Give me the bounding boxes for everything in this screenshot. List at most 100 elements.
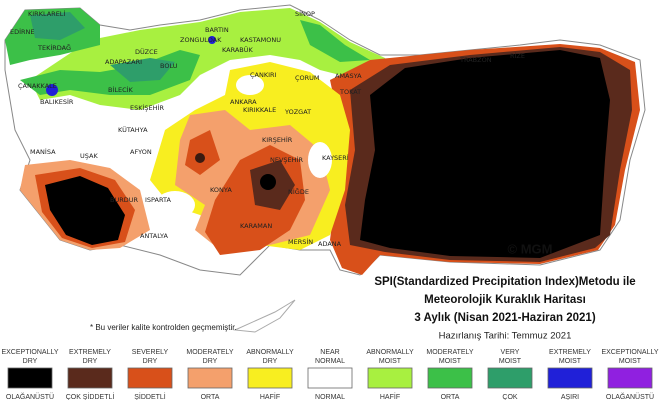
legend-swatch: [547, 367, 593, 389]
city-label: TRABZON: [459, 56, 492, 64]
legend-swatch: [7, 367, 53, 389]
legend-label: EXTREMELY: [69, 349, 111, 356]
city-label: KARABÜK: [222, 45, 254, 54]
city-label: BARTIN: [205, 26, 229, 34]
city-label: AFYON: [130, 148, 152, 156]
city-label: AMASYA: [335, 72, 362, 80]
city-label: DÜZCE: [135, 47, 158, 56]
city-label: ÇORUM: [295, 74, 320, 82]
city-label: ESKİŞEHİR: [130, 103, 164, 112]
legend-swatch: [307, 367, 353, 389]
region-normal: [155, 191, 195, 219]
legend-label: MODERATELY: [426, 349, 474, 356]
city-label: ISPARTA: [145, 196, 172, 204]
legend-label: VERY: [501, 349, 520, 356]
prepared-date: Hazırlanış Tarihi: Temmuz 2021: [439, 331, 572, 342]
city-label: KÜTAHYA: [118, 125, 148, 134]
city-label: MERSİN: [288, 237, 313, 246]
title-line: 3 Aylık (Nisan 2021-Haziran 2021): [414, 312, 595, 324]
legend-label: EXTREMELY: [549, 349, 591, 356]
legend-label: DRY: [143, 358, 158, 365]
region-very-moist: [30, 12, 175, 82]
legend-label: DRY: [83, 358, 98, 365]
title-line: Meteorolojik Kuraklık Haritası: [424, 294, 586, 306]
city-label: MANİSA: [30, 147, 56, 156]
legend-label: ŞİDDETLİ: [134, 392, 166, 400]
city-label: KIRŞEHİR: [262, 135, 293, 144]
region-normal: [236, 75, 264, 95]
city-label: ÇANKIRI: [250, 71, 277, 79]
legend-swatch: [367, 367, 413, 389]
city-label: NİĞDE: [288, 187, 309, 196]
city-label: ADANA: [318, 240, 342, 248]
city-label: KARAMAN: [240, 222, 272, 230]
city-label: RİZE: [510, 51, 525, 60]
legend-label: MOIST: [499, 358, 522, 365]
city-label: TOKAT: [339, 88, 361, 96]
legend-swatch: [427, 367, 473, 389]
cyprus: [233, 299, 296, 333]
title-line: SPI(Standardized Precipitation Index)Met…: [374, 276, 635, 288]
legend-label: MOIST: [619, 358, 642, 365]
legend-label: NORMAL: [315, 394, 345, 400]
legend-swatch: [607, 367, 653, 389]
city-label: BİLECİK: [108, 85, 134, 94]
city-label: UŞAK: [80, 152, 98, 160]
region-severely-dry: [185, 130, 305, 255]
region-exceptionally-dry: [260, 174, 276, 190]
legend-label: EXCEPTIONALLY: [1, 349, 58, 356]
city-label: SİNOP: [295, 9, 315, 18]
legend-swatch: [187, 367, 233, 389]
region-normal: [308, 142, 332, 178]
legend-label: ÇOK: [502, 394, 518, 400]
city-label: KIRIKKALE: [243, 106, 276, 114]
city-label: BALIKESİR: [40, 97, 74, 106]
city-label: TEKİRDAĞ: [37, 43, 71, 52]
note: * Bu veriler kalite kontrolden geçmemişt…: [90, 323, 237, 332]
region-moderately-moist: [5, 8, 370, 95]
legend-label: ORTA: [201, 394, 220, 400]
legend-label: HAFİF: [260, 392, 280, 400]
legend-label: OLAĞANÜSTÜ: [606, 392, 654, 400]
city-label: NEVŞEHİR: [270, 155, 303, 164]
legend-swatch: [487, 367, 533, 389]
legend-label: DRY: [203, 358, 218, 365]
legend-swatch: [247, 367, 293, 389]
legend-label: ÇOK ŞİDDETLİ: [66, 392, 115, 400]
city-label: KIRKLARELİ: [28, 9, 65, 18]
city-label: KONYA: [210, 186, 232, 194]
legend-label: MOIST: [559, 358, 582, 365]
city-label: ANTALYA: [140, 232, 168, 240]
legend-label: MOIST: [439, 358, 462, 365]
city-label: ÇANAKKALE: [18, 82, 57, 90]
legend: EXCEPTIONALLY DRY OLAĞANÜSTÜ EXTREMELY DRY ÇO…: [1, 349, 658, 400]
legend-label: MOIST: [379, 358, 402, 365]
region-exceptionally-dry: [45, 176, 125, 245]
region-extremely-moist: [46, 84, 58, 96]
legend-label: NORMAL: [315, 358, 345, 365]
city-label: EDİRNE: [10, 27, 35, 36]
city-label: BURDUR: [110, 196, 138, 204]
legend-label: HAFİF: [380, 392, 400, 400]
legend-swatch: [127, 367, 173, 389]
legend-label: AŞIRI: [561, 394, 579, 400]
legend-label: ORTA: [441, 394, 460, 400]
city-label: BOLU: [160, 62, 178, 70]
region-extremely-moist: [208, 36, 216, 44]
region-exceptionally-dry: [195, 153, 205, 163]
copyright: © MGM: [508, 241, 553, 256]
legend-label: OLAĞANÜSTÜ: [6, 392, 54, 400]
city-label: ANKARA: [230, 98, 257, 106]
legend-label: DRY: [23, 358, 38, 365]
legend-swatch: [67, 367, 113, 389]
legend-label: ABNORMALLY: [366, 349, 414, 356]
legend-label: DRY: [263, 358, 278, 365]
city-label: YOZGAT: [284, 108, 311, 116]
legend-label: MODERATELY: [186, 349, 234, 356]
legend-label: EXCEPTIONALLY: [601, 349, 658, 356]
city-label: ADAPAZARI: [105, 58, 142, 66]
region-exceptionally-dry: [360, 50, 610, 258]
city-label: KASTAMONU: [240, 36, 281, 44]
